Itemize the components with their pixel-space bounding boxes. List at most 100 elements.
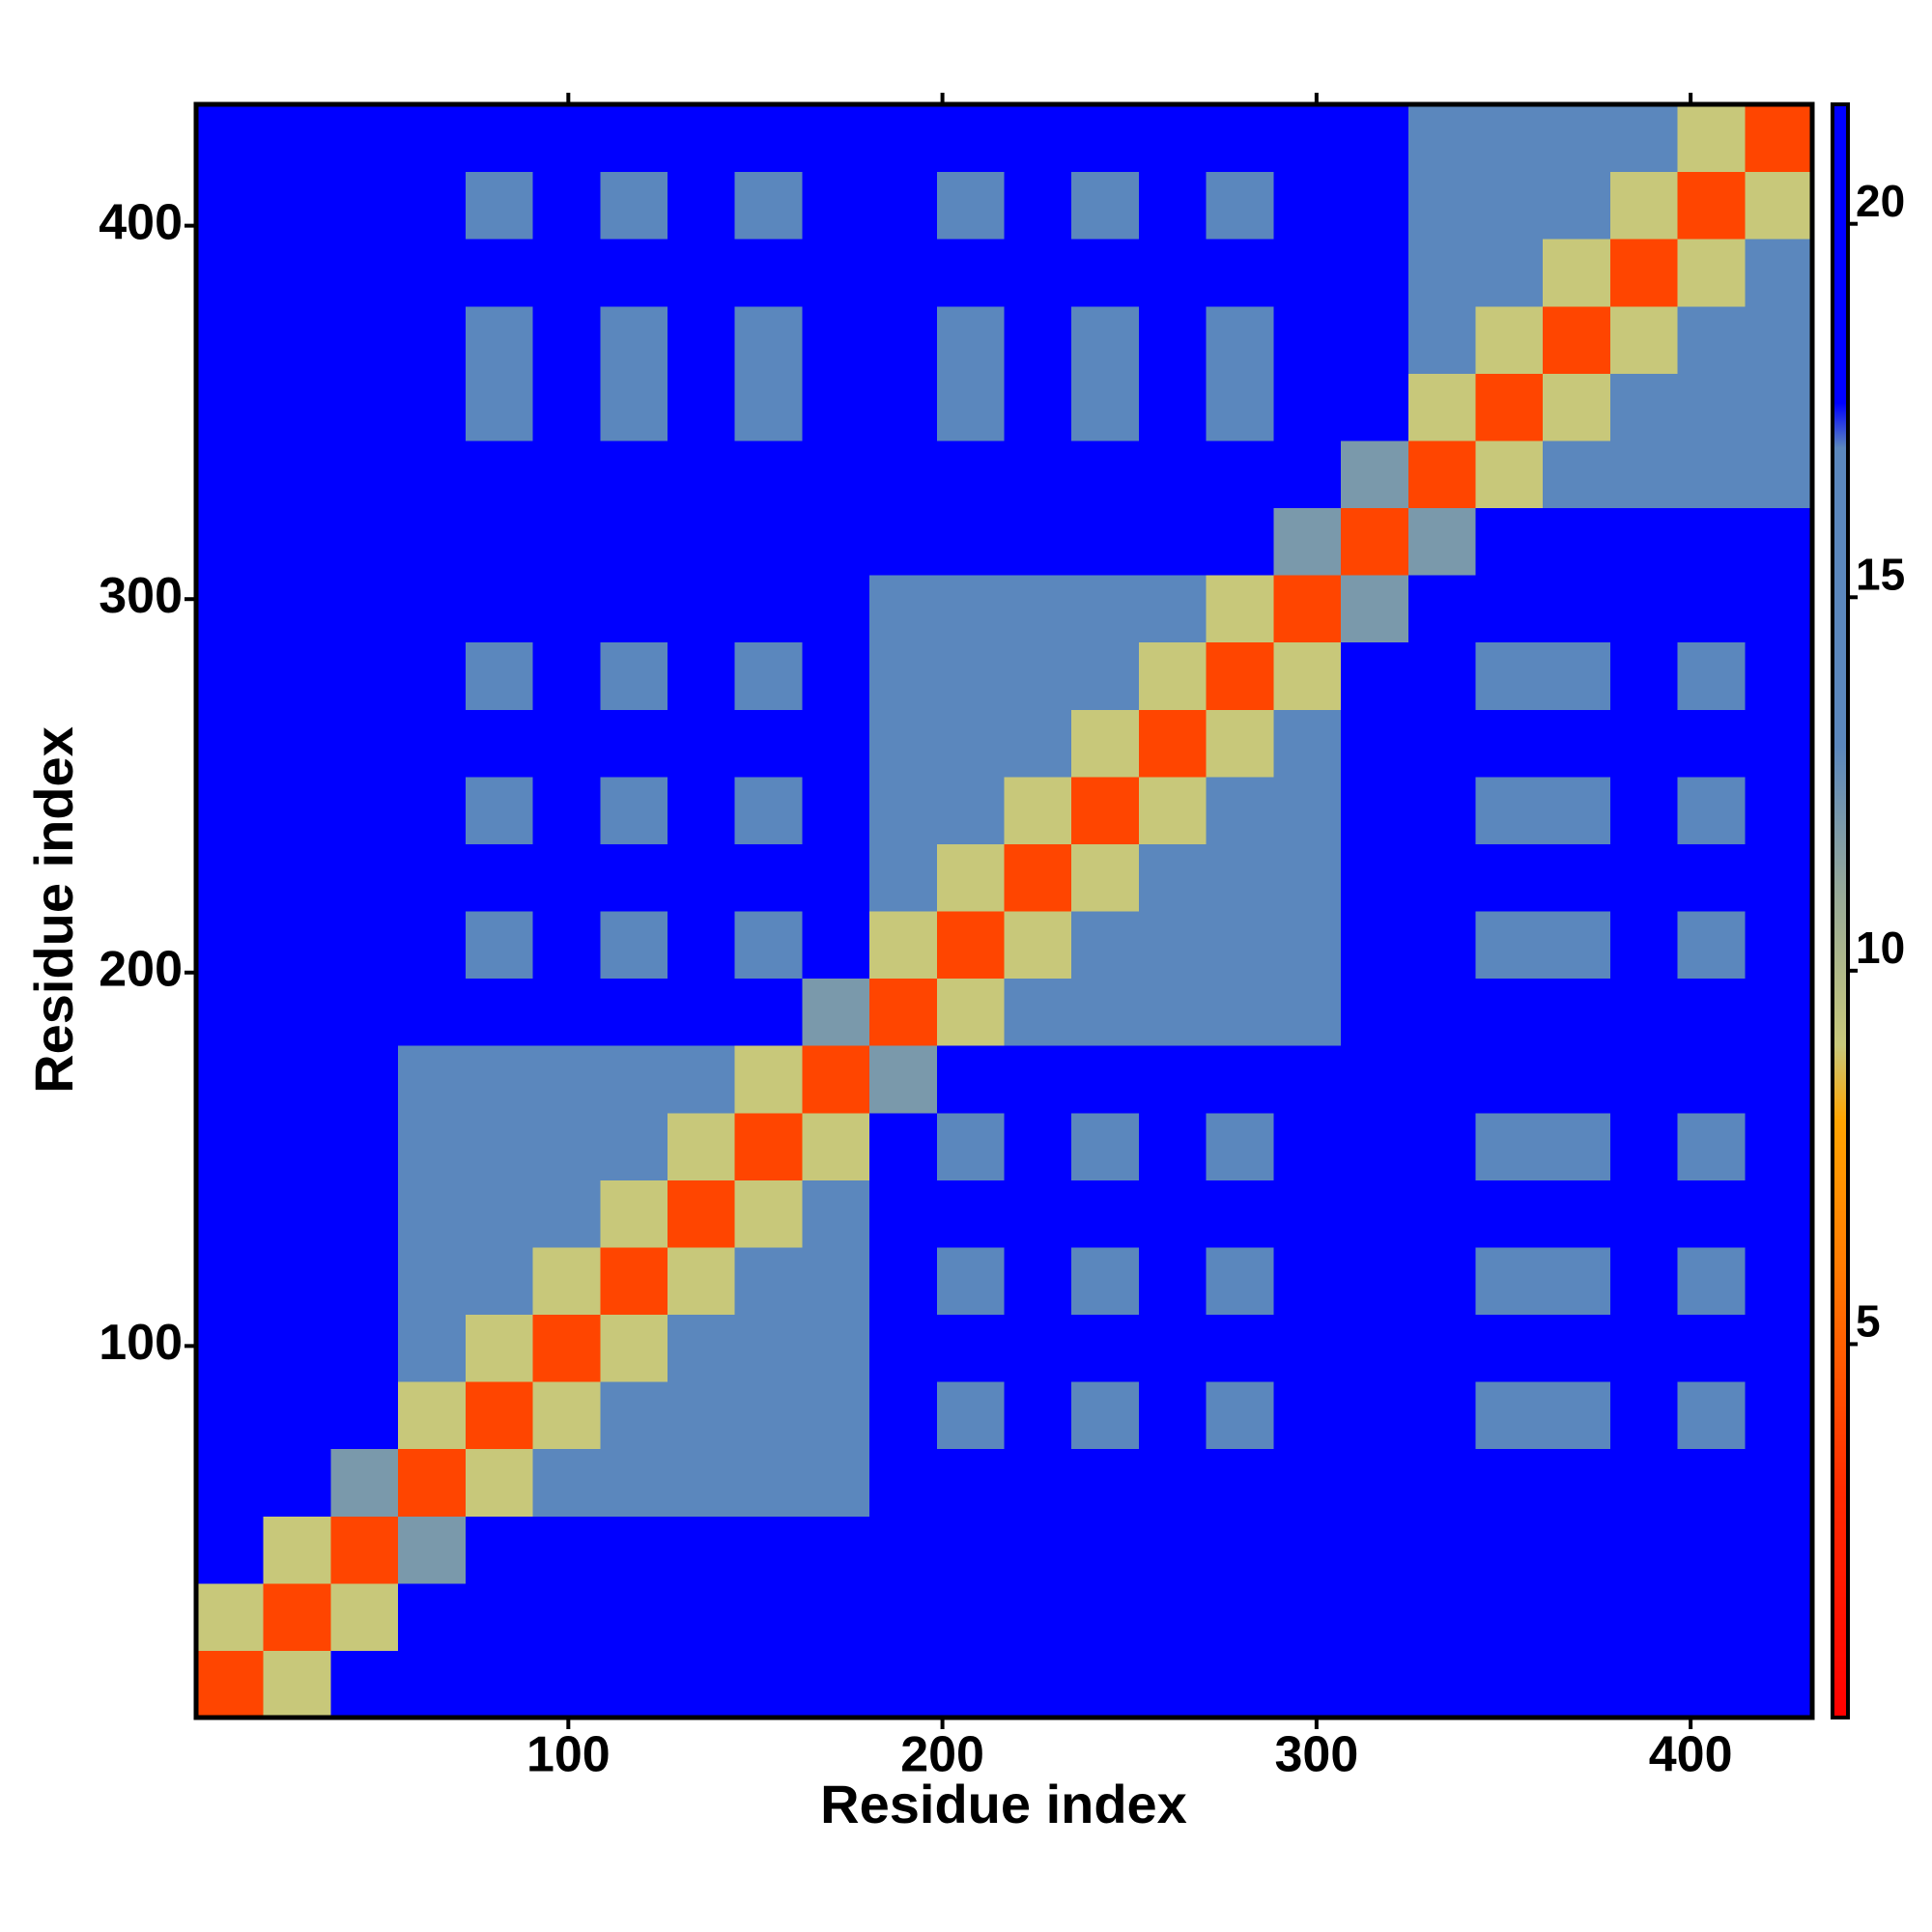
heatmap-cell	[1543, 305, 1611, 374]
heatmap-cell	[1138, 641, 1208, 710]
heatmap-cell	[398, 1246, 467, 1315]
heatmap-cell	[936, 776, 1005, 844]
heatmap-cell	[263, 1246, 331, 1315]
heatmap-cell	[263, 1516, 331, 1584]
colorbar-tick-label: 10	[1856, 923, 1905, 973]
heatmap-cell	[667, 709, 736, 778]
heatmap-cell	[1138, 843, 1208, 912]
heatmap-cell	[802, 1448, 870, 1517]
heatmap-cell	[1609, 911, 1679, 980]
heatmap-cell	[936, 440, 1005, 508]
heatmap-cell	[263, 1650, 331, 1719]
heatmap-cell	[1004, 171, 1072, 240]
heatmap-cell	[1475, 1045, 1544, 1114]
heatmap-cell	[1745, 1582, 1813, 1651]
heatmap-cell	[1609, 843, 1679, 912]
heatmap-cell	[1407, 1179, 1476, 1248]
heatmap-cell	[1138, 239, 1208, 307]
heatmap-cell	[1677, 1582, 1746, 1651]
heatmap-cell	[196, 1650, 265, 1719]
colorbar-tick-label: 15	[1856, 549, 1905, 599]
heatmap-cell	[1273, 507, 1342, 576]
heatmap-cell	[1004, 305, 1072, 374]
heatmap-cell	[398, 1314, 467, 1382]
heatmap-cell	[196, 1179, 265, 1248]
heatmap-cell	[1341, 507, 1409, 576]
heatmap-cell	[532, 1179, 601, 1248]
heatmap-cell	[1543, 1314, 1611, 1382]
heatmap-cell	[1341, 709, 1409, 778]
heatmap-cell	[869, 305, 938, 374]
heatmap-cell	[600, 171, 668, 240]
heatmap-cell	[1341, 1045, 1409, 1114]
heatmap-cell	[1609, 1650, 1679, 1719]
heatmap-cell	[734, 239, 803, 307]
heatmap-cell	[1407, 1650, 1476, 1719]
heatmap-cell	[532, 1246, 601, 1315]
heatmap-cell	[1475, 575, 1544, 643]
heatmap-cell	[1004, 709, 1072, 778]
heatmap-cell	[869, 171, 938, 240]
heatmap-cell	[600, 1582, 668, 1651]
heatmap-cell	[1071, 843, 1140, 912]
heatmap-cell	[263, 239, 331, 307]
heatmap-cell	[734, 843, 803, 912]
heatmap-cell	[802, 1516, 870, 1584]
heatmap-cell	[263, 171, 331, 240]
heatmap-cell	[263, 978, 331, 1046]
heatmap-cell	[263, 1112, 331, 1180]
heatmap-cell	[802, 373, 870, 441]
heatmap-cell	[1071, 978, 1140, 1046]
heatmap-cell	[1206, 1179, 1274, 1248]
heatmap-cell	[1341, 1448, 1409, 1517]
x-tick-label: 300	[1274, 1727, 1358, 1783]
heatmap-cell	[667, 1650, 736, 1719]
heatmap-cell	[532, 843, 601, 912]
heatmap-cell	[398, 1448, 467, 1517]
heatmap-cell	[1745, 641, 1813, 710]
heatmap-cell	[330, 507, 399, 576]
heatmap-cell	[802, 305, 870, 374]
heatmap-cell	[465, 1045, 534, 1114]
heatmap-cell	[1745, 843, 1813, 912]
heatmap-cell	[936, 1650, 1005, 1719]
heatmap-cell	[667, 1314, 736, 1382]
heatmap-cell	[330, 641, 399, 710]
heatmap-cell	[667, 373, 736, 441]
heatmap-cell	[1273, 1582, 1342, 1651]
heatmap-cell	[1206, 978, 1274, 1046]
heatmap-cell	[600, 575, 668, 643]
heatmap-cell	[600, 1650, 668, 1719]
heatmap-cell	[196, 171, 265, 240]
heatmap-cell	[1004, 1516, 1072, 1584]
heatmap-cell	[1138, 440, 1208, 508]
heatmap-cell	[1407, 507, 1476, 576]
heatmap-cell	[1407, 1582, 1476, 1651]
heatmap-cell	[1609, 440, 1679, 508]
heatmap-cell	[330, 104, 399, 173]
heatmap-cell	[936, 507, 1005, 576]
heatmap-cell	[1341, 1582, 1409, 1651]
heatmap-cell	[1407, 104, 1476, 173]
heatmap-cell	[600, 1179, 668, 1248]
heatmap-cell	[532, 911, 601, 980]
heatmap-cell	[465, 373, 534, 441]
heatmap-cell	[600, 1516, 668, 1584]
heatmap-cell	[1543, 104, 1611, 173]
heatmap-cell	[1273, 1045, 1342, 1114]
heatmap-cell	[869, 1582, 938, 1651]
heatmap-cell	[1273, 1112, 1342, 1180]
heatmap-cell	[1273, 1650, 1342, 1719]
heatmap-cell	[869, 1650, 938, 1719]
heatmap-cell	[263, 641, 331, 710]
heatmap-cell	[600, 1045, 668, 1114]
heatmap-cell	[1004, 507, 1072, 576]
heatmap-cell	[398, 373, 467, 441]
heatmap-cell	[600, 373, 668, 441]
heatmap-cell	[330, 911, 399, 980]
heatmap-cell	[1071, 171, 1140, 240]
heatmap-cell	[802, 1381, 870, 1450]
heatmap-cell	[734, 373, 803, 441]
heatmap-cell	[1677, 507, 1746, 576]
heatmap-cell	[1341, 1112, 1409, 1180]
